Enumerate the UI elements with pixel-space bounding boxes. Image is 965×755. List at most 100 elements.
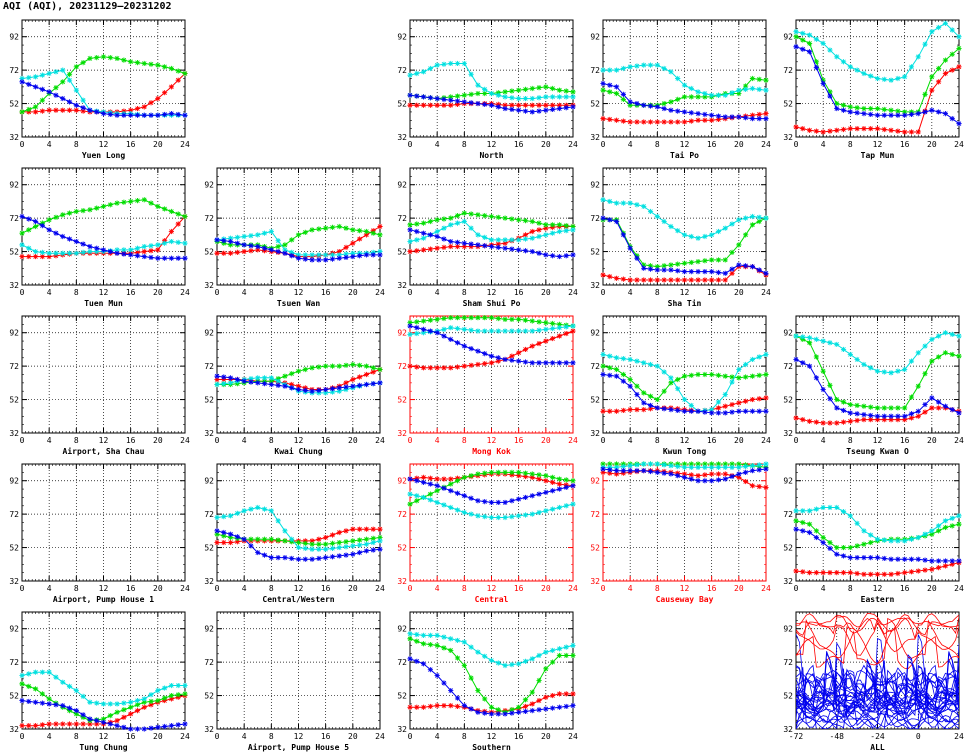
panel-title: Sha Tin [668, 298, 702, 308]
data-point [936, 24, 942, 31]
data-point [60, 79, 66, 85]
x-tick-label: 24 [375, 436, 385, 445]
data-point [647, 393, 654, 399]
data-point [441, 102, 447, 108]
x-tick-label: 4 [242, 584, 247, 593]
data-point [495, 241, 501, 247]
data-point [268, 536, 274, 542]
x-tick-label: 4 [435, 140, 440, 149]
data-point [695, 235, 701, 241]
data-point [39, 86, 45, 92]
data-point [377, 546, 383, 552]
data-point [536, 250, 542, 256]
data-point [749, 85, 756, 92]
data-point [522, 494, 529, 501]
plot-frame [795, 19, 960, 138]
data-point [929, 358, 935, 364]
data-point [323, 252, 329, 258]
data-point [800, 30, 806, 36]
data-point [448, 102, 454, 108]
data-point [121, 251, 127, 257]
data-point [688, 476, 694, 482]
data-point [261, 506, 268, 512]
y-tick-label: 92 [9, 625, 19, 634]
data-point [80, 105, 86, 111]
data-point [316, 541, 322, 547]
data-point [729, 401, 735, 408]
data-point [162, 206, 168, 212]
panel-title: Mong Kok [472, 447, 511, 456]
data-point [627, 64, 633, 70]
data-point [516, 496, 522, 502]
data-point [702, 371, 708, 378]
data-point [94, 248, 100, 255]
data-point [550, 488, 556, 494]
data-point [715, 116, 722, 123]
data-point [516, 87, 522, 93]
data-point [556, 102, 563, 108]
data-point [563, 94, 569, 100]
data-point [522, 86, 529, 92]
data-point [155, 242, 161, 248]
y-tick-label: 32 [397, 429, 407, 438]
panel-title: Airport, Pump House 1 [53, 594, 154, 604]
data-point [942, 518, 949, 524]
data-point [756, 267, 762, 273]
data-point [756, 408, 762, 414]
data-point [543, 222, 549, 228]
data-point [729, 270, 735, 276]
data-point [793, 124, 799, 130]
data-point [874, 417, 881, 423]
data-point [227, 235, 234, 241]
x-tick-label: 24 [761, 288, 771, 297]
data-point [214, 376, 220, 383]
data-point [641, 400, 647, 406]
x-tick-label: 16 [707, 584, 717, 593]
data-point [874, 112, 881, 118]
data-point [141, 243, 147, 250]
data-point [550, 106, 556, 113]
data-point [936, 565, 942, 571]
data-point [357, 549, 363, 556]
y-tick-label: 92 [204, 477, 214, 486]
data-point [847, 126, 853, 132]
data-point [529, 85, 535, 92]
data-point [743, 463, 749, 470]
data-point [563, 105, 569, 111]
data-point [295, 255, 302, 261]
data-point [46, 89, 52, 95]
data-point [888, 417, 894, 423]
data-point [336, 544, 342, 551]
x-tick-label: 12 [99, 288, 109, 297]
data-point [800, 46, 806, 52]
x-tick-label: 8 [655, 436, 660, 445]
x-tick-label: 20 [348, 288, 358, 297]
data-point [743, 374, 749, 380]
data-point [895, 413, 901, 419]
data-point [570, 483, 576, 489]
data-point [695, 94, 701, 100]
data-point [495, 355, 501, 361]
data-point [820, 80, 826, 87]
data-point [647, 406, 654, 412]
data-point [407, 227, 413, 233]
data-point [529, 218, 535, 225]
x-tick-label: 4 [628, 140, 633, 149]
data-point [793, 34, 799, 40]
data-point [32, 669, 39, 675]
data-point [800, 508, 806, 514]
data-point [929, 405, 935, 411]
data-point [434, 228, 440, 235]
data-point [434, 476, 440, 482]
data-point [448, 97, 454, 103]
data-point [550, 102, 556, 108]
data-point [736, 471, 742, 477]
data-point [482, 213, 488, 219]
x-tick-label: 16 [707, 140, 717, 149]
data-point [620, 356, 626, 362]
data-point [550, 85, 556, 92]
data-point [736, 217, 742, 223]
data-point [956, 353, 962, 359]
data-point [536, 220, 542, 226]
data-point [407, 491, 413, 497]
